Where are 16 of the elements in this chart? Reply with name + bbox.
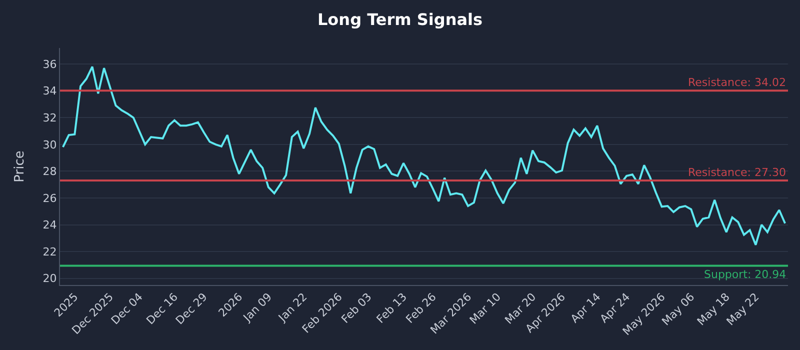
y-tick-label: 34 <box>42 84 57 98</box>
ref-line-label: Resistance: 27.30 <box>688 166 786 179</box>
ref-line-label: Resistance: 34.02 <box>688 76 786 89</box>
y-tick-label: 20 <box>42 272 57 286</box>
x-tick-label: Jan 09 <box>240 290 274 325</box>
y-axis-title: Price <box>12 150 28 182</box>
line-series <box>62 66 786 246</box>
y-tick-label: 36 <box>42 58 57 71</box>
y-tick-label: 30 <box>42 138 57 152</box>
y-tick-label: 28 <box>42 165 57 178</box>
y-tick-label: 24 <box>42 218 57 232</box>
y-tick-label: 26 <box>42 192 57 205</box>
y-tick-label: 32 <box>42 111 57 124</box>
chart-title: Long Term Signals <box>317 10 483 30</box>
ref-line-label: Support: 20.94 <box>704 268 786 281</box>
y-tick-label: 22 <box>42 245 57 258</box>
